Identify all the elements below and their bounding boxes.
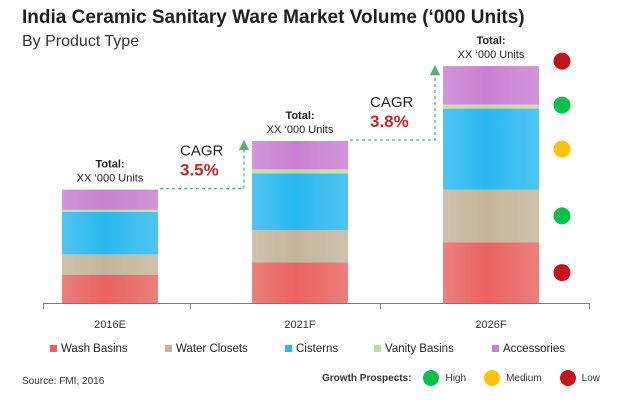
bar-accessories-2016e (62, 189, 158, 210)
legend-label: Accessories (503, 343, 565, 355)
bar-cisterns-2016e (62, 211, 158, 255)
bar-vanity-basins-2026f (443, 104, 539, 109)
cagr-label: CAGR (370, 94, 414, 111)
chart-title: India Ceramic Sanitary Ware Market Volum… (22, 7, 525, 28)
bar-accessories-2021f (252, 141, 348, 170)
growth-dot-vanity-basins (553, 96, 571, 114)
bar-water-closets-2016e (62, 254, 158, 275)
growth-high-label: High (445, 372, 467, 384)
cagr-label: CAGR (180, 143, 224, 160)
legend-swatch (285, 345, 292, 352)
growth-dot-wash-basins (553, 264, 571, 282)
growth-medium-dot (484, 370, 501, 386)
total-label: Total: (285, 110, 314, 122)
cagr-value: 3.5% (180, 161, 219, 180)
bar-wash-basins-2016e (62, 274, 158, 303)
bar-wash-basins-2026f (443, 242, 539, 303)
chart-subtitle: By Product Type (22, 33, 140, 50)
legend-label: Wash Basins (61, 343, 128, 355)
total-label: Total: (95, 159, 124, 171)
growth-prospects-label: Growth Prospects: (322, 372, 412, 384)
legend-swatch (50, 345, 57, 352)
x-tick-label: 2026F (475, 319, 506, 331)
bar-water-closets-2026f (443, 189, 539, 243)
bar-accessories-2026f (443, 66, 539, 105)
legend-swatch (492, 345, 499, 352)
x-tick-label: 2021F (284, 319, 315, 331)
total-value: XX ‘000 Units (267, 124, 334, 136)
total-value: XX ‘000 Units (458, 49, 525, 61)
legend-swatch (165, 345, 172, 352)
growth-dot-water-closets (553, 207, 571, 225)
growth-low-label: Low (581, 372, 600, 384)
cagr-value: 3.8% (370, 112, 409, 131)
bar-vanity-basins-2021f (252, 169, 348, 174)
legend-label: Water Closets (176, 343, 248, 355)
cagr-arrow (350, 64, 441, 141)
bar-wash-basins-2021f (252, 262, 348, 303)
legend-label: Cisterns (296, 343, 338, 355)
total-label: Total: (476, 35, 505, 47)
cagr-arrow (160, 139, 250, 190)
growth-low-dot (559, 370, 576, 386)
legend-label: Vanity Basins (385, 343, 454, 355)
growth-medium-label: Medium (506, 372, 542, 384)
bar-water-closets-2021f (252, 230, 348, 263)
legend-swatch (374, 345, 381, 352)
growth-high-dot (423, 370, 440, 386)
total-value: XX ‘000 Units (77, 173, 144, 185)
growth-dot-cisterns (553, 140, 571, 158)
bar-cisterns-2026f (443, 108, 539, 190)
bar-vanity-basins-2016e (62, 209, 158, 212)
growth-dot-accessories (553, 52, 571, 70)
x-tick-label: 2016E (94, 319, 126, 331)
bar-cisterns-2021f (252, 173, 348, 231)
growth-prospects-legend: Growth Prospects: High Medium Low (322, 370, 600, 386)
source-note: Source: FMI, 2016 (22, 376, 105, 387)
stacked-bar-chart: 2016E 2021F 2026F Total: XX ‘000 Units Total:… (43, 35, 590, 355)
